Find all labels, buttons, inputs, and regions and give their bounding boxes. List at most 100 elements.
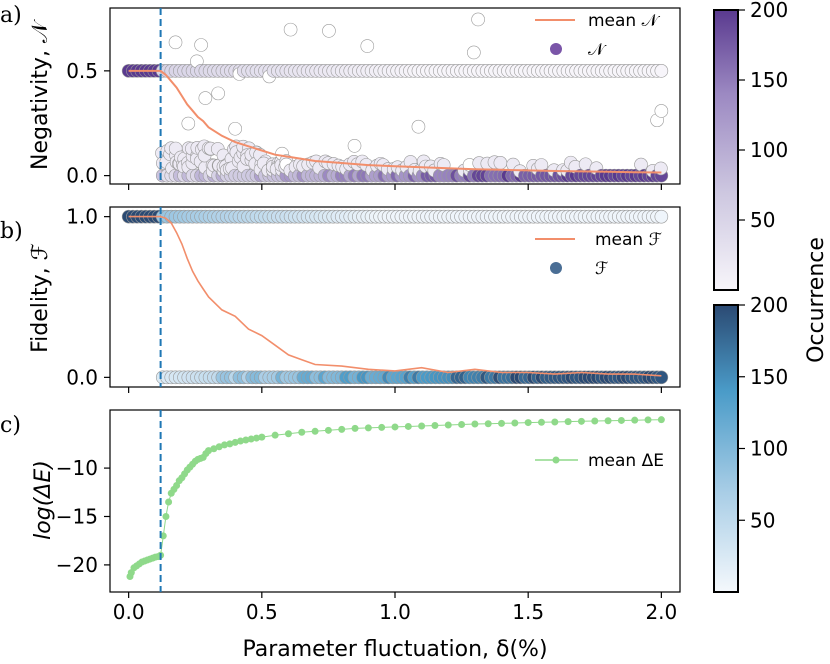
delta-e-point xyxy=(631,416,639,424)
delta-e-point xyxy=(205,447,213,455)
delta-e-point xyxy=(431,421,439,429)
colorbar-fidelity-ticks: 200 150 100 50 xyxy=(738,293,788,532)
delta-e-point xyxy=(364,424,372,432)
mean-negativity-line xyxy=(128,69,662,174)
delta-e-point xyxy=(617,416,625,424)
panel-b-label: b) xyxy=(0,219,23,244)
colorbar-tick-label: 100 xyxy=(750,138,788,162)
fidelity-point xyxy=(654,209,669,224)
negativity-point xyxy=(347,139,362,153)
colorbar-negativity-ticks: 200 150 100 50 xyxy=(738,0,788,232)
panel-b-xticks xyxy=(128,387,662,393)
panel-c-yticks: −20 −15 −10 xyxy=(56,456,110,577)
fidelity-scatter-layer xyxy=(121,209,669,385)
delta-e-point xyxy=(324,426,332,434)
negativity-point xyxy=(411,119,426,134)
colorbar-negativity-gradient xyxy=(713,9,739,291)
delta-e-point xyxy=(577,417,585,425)
panel-a-yticks: 0.0 0.5 xyxy=(66,59,110,188)
delta-e-point xyxy=(165,498,173,506)
legend-negativity: 𝒩 xyxy=(588,40,607,60)
delta-e-point xyxy=(564,418,572,426)
mean-delta-e-line xyxy=(129,419,662,577)
panel-b-ylabel: Fidelity, ℱ xyxy=(28,243,53,353)
panel-a: 0.0 0.5 a) Negativity, 𝒩 mean 𝒩 𝒩 xyxy=(0,3,681,190)
legend-mean-delta-e: mean ΔE xyxy=(588,451,664,471)
delta-e-point xyxy=(351,424,359,432)
mean-negativity-line-layer xyxy=(128,69,662,174)
legend-mean-fidelity: mean ℱ xyxy=(595,230,662,250)
y-tick-label: 0.0 xyxy=(66,164,98,188)
delta-e-point xyxy=(604,417,612,425)
mean-fidelity-line xyxy=(128,215,662,377)
panel-a-ylabel: Negativity, 𝒩 xyxy=(28,19,53,170)
delta-e-point xyxy=(284,430,292,438)
panel-b-legend: mean ℱ ℱ xyxy=(535,230,662,279)
mean-delta-e-layer xyxy=(126,416,665,581)
x-axis-label: Parameter fluctuation, δ(%) xyxy=(242,637,547,662)
delta-e-point xyxy=(311,427,319,435)
panel-c-legend: mean ΔE xyxy=(535,451,664,471)
negativity-point xyxy=(194,38,208,52)
panel-a-xticks xyxy=(128,184,662,190)
delta-e-point xyxy=(247,435,255,443)
delta-e-point xyxy=(210,445,218,453)
negativity-point xyxy=(493,156,508,170)
negativity-point xyxy=(181,116,196,131)
negativity-point xyxy=(360,39,375,53)
x-tick-label: 0.5 xyxy=(246,600,278,624)
colorbar-tick-label: 200 xyxy=(750,293,788,317)
x-tick-label: 1.5 xyxy=(512,600,544,624)
delta-e-point xyxy=(242,436,250,444)
negativity-point xyxy=(168,35,183,50)
colorbar-fidelity-gradient xyxy=(713,304,739,593)
negativity-scatter-layer xyxy=(121,12,669,183)
legend-mean-delta-e-marker xyxy=(552,456,560,464)
delta-e-point xyxy=(591,417,599,425)
colorbar-tick-label: 100 xyxy=(750,437,788,461)
y-tick-label: −15 xyxy=(56,504,98,528)
delta-e-point xyxy=(162,512,170,520)
y-tick-label: 1.0 xyxy=(66,205,98,229)
x-tick-label: 0.0 xyxy=(113,600,145,624)
colorbar-tick-label: 200 xyxy=(750,0,788,22)
colorbar-label: Occurrence xyxy=(804,237,829,363)
negativity-point xyxy=(322,24,336,38)
negativity-point xyxy=(467,45,481,60)
delta-e-point xyxy=(484,420,492,428)
delta-e-point xyxy=(404,422,412,430)
legend-fidelity-swatch xyxy=(550,262,562,274)
negativity-point xyxy=(211,86,225,101)
delta-e-point xyxy=(237,437,245,445)
delta-e-point xyxy=(418,422,426,430)
legend-mean-negativity: mean 𝒩 xyxy=(588,11,661,31)
delta-e-point xyxy=(215,443,223,451)
colorbar-tick-label: 150 xyxy=(750,68,788,92)
colorbar-fidelity: 200 150 100 50 xyxy=(713,293,788,593)
delta-e-point xyxy=(471,420,479,428)
legend-fidelity: ℱ xyxy=(595,259,608,279)
mean-fidelity-line-layer xyxy=(128,215,662,377)
x-tick-label: 2.0 xyxy=(645,600,677,624)
panel-c-xticks: 0.0 0.5 1.0 1.5 2.0 xyxy=(113,592,677,624)
delta-e-point xyxy=(537,418,545,426)
colorbar-tick-label: 150 xyxy=(750,365,788,389)
legend-negativity-swatch xyxy=(550,43,562,55)
colorbar-tick-label: 50 xyxy=(750,208,775,232)
delta-e-point xyxy=(524,419,532,427)
negativity-point xyxy=(228,121,242,136)
panel-a-legend: mean 𝒩 𝒩 xyxy=(535,11,661,60)
delta-e-point xyxy=(271,431,279,439)
panel-c-ylabel: log(ΔE) xyxy=(31,460,56,540)
delta-e-point xyxy=(657,416,665,424)
negativity-point xyxy=(654,64,669,78)
panel-b: 0.0 1.0 b) Fidelity, ℱ mean ℱ ℱ xyxy=(0,205,681,393)
negativity-point xyxy=(198,91,213,105)
delta-e-point xyxy=(378,423,386,431)
colorbar-negativity: 200 150 100 50 xyxy=(713,0,788,291)
delta-e-point xyxy=(231,438,239,446)
delta-e-point xyxy=(444,421,452,429)
negativity-point xyxy=(654,104,669,118)
x-tick-label: 1.0 xyxy=(379,600,411,624)
